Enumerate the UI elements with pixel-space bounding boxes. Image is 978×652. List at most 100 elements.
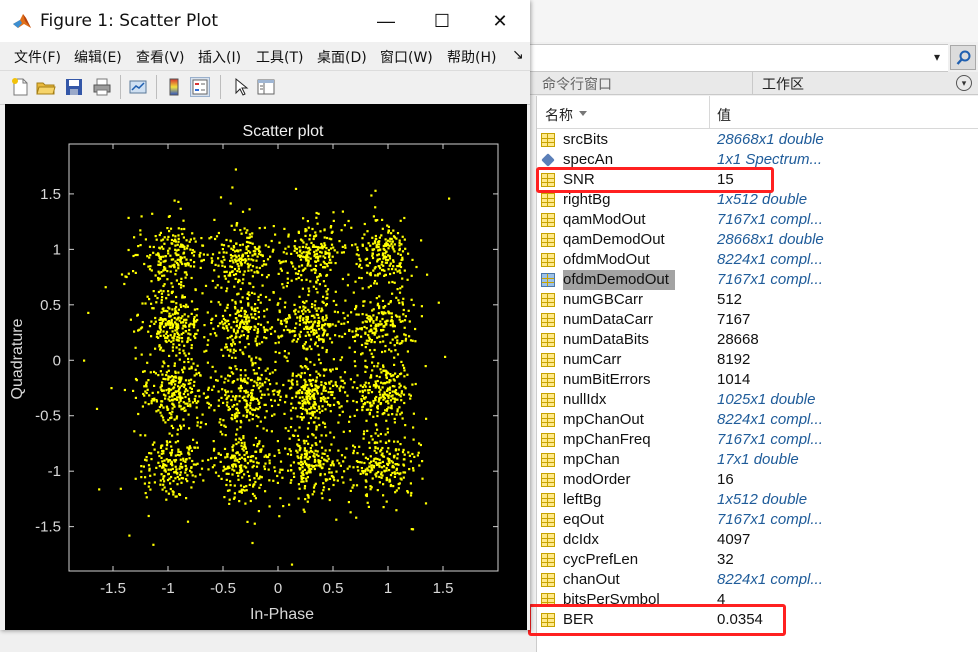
variable-value[interactable]: 0.0354 (717, 611, 763, 628)
variable-name[interactable]: numDataBits (563, 331, 649, 348)
variable-value[interactable]: 17x1 double (717, 451, 799, 468)
variable-name[interactable]: numBitErrors (563, 371, 651, 388)
workspace-row-srcBits[interactable]: srcBits 28668x1 double (537, 130, 978, 150)
command-window-tab[interactable]: 命令行窗口 (542, 77, 612, 93)
workspace-row-cycPrefLen[interactable]: cycPrefLen 32 (537, 550, 978, 570)
menu-desktop[interactable]: 桌面(D) (317, 50, 367, 66)
variable-value[interactable]: 4097 (717, 531, 751, 548)
variable-name[interactable]: chanOut (563, 571, 620, 588)
variable-name[interactable]: cycPrefLen (563, 551, 639, 568)
variable-name[interactable]: dcIdx (563, 531, 599, 548)
colorbar-icon[interactable] (164, 77, 184, 97)
variable-name[interactable]: nullIdx (563, 391, 607, 408)
workspace-row-qamModOut[interactable]: qamModOut 7167x1 compl... (537, 210, 978, 230)
menu-window[interactable]: 窗口(W) (380, 50, 433, 66)
workspace-row-eqOut[interactable]: eqOut 7167x1 compl... (537, 510, 978, 530)
variable-name[interactable]: BER (563, 611, 594, 628)
variable-value[interactable]: 1014 (717, 371, 751, 388)
workspace-row-ofdmDemodOut[interactable]: ofdmDemodOut 7167x1 compl... (537, 270, 978, 290)
variable-name[interactable]: rightBg (563, 191, 611, 208)
menu-help[interactable]: 帮助(H) (447, 50, 497, 66)
scatter-plot[interactable]: -1.5 -1 -0.5 0 0.5 1 1.5-1.5-1-0.500.511.5 Sca… (5, 104, 527, 630)
variable-value[interactable]: 7167 (717, 311, 751, 328)
figure-canvas[interactable]: -1.5 -1 -0.5 0 0.5 1 1.5 -1.5 -1 -0.5 0 0.5 1 1.5 Sca… (5, 104, 527, 630)
workspace-row-bitsPerSymbol[interactable]: bitsPerSymbol 4 (537, 590, 978, 610)
panel-divider[interactable] (752, 72, 753, 94)
variable-name[interactable]: leftBg (563, 491, 602, 508)
figure-titlebar[interactable]: Figure 1: Scatter Plot — ☐ ✕ (0, 0, 530, 42)
variable-name[interactable]: eqOut (563, 511, 604, 528)
menu-insert[interactable]: 插入(I) (198, 50, 242, 66)
workspace-row-chanOut[interactable]: chanOut 8224x1 compl... (537, 570, 978, 590)
print-icon[interactable] (92, 77, 112, 97)
workspace-row-specAn[interactable]: specAn 1x1 Spectrum... (537, 150, 978, 170)
variable-value[interactable]: 1x512 double (717, 491, 808, 508)
save-icon[interactable] (64, 77, 84, 97)
workspace-row-numBitErrors[interactable]: numBitErrors 1014 (537, 370, 978, 390)
workspace-row-leftBg[interactable]: leftBg 1x512 double (537, 490, 978, 510)
new-figure-icon[interactable] (10, 77, 30, 97)
menu-file[interactable]: 文件(F) (14, 50, 61, 66)
variable-value[interactable]: 4 (717, 591, 726, 608)
workspace-row-modOrder[interactable]: modOrder 16 (537, 470, 978, 490)
variable-value[interactable]: 28668x1 double (717, 231, 824, 248)
variable-name[interactable]: srcBits (563, 131, 608, 148)
variable-name[interactable]: mpChanFreq (563, 431, 651, 448)
sort-arrow-icon[interactable] (579, 111, 587, 116)
variable-value[interactable]: 8224x1 compl... (717, 571, 823, 588)
workspace-row-numDataCarr[interactable]: numDataCarr 7167 (537, 310, 978, 330)
variable-name[interactable]: qamDemodOut (563, 231, 665, 248)
variable-value[interactable]: 16 (717, 471, 734, 488)
variable-value[interactable]: 28668 (717, 331, 759, 348)
variable-name[interactable]: SNR (563, 171, 595, 188)
variable-value[interactable]: 15 (717, 171, 734, 188)
variable-name[interactable]: modOrder (563, 471, 631, 488)
column-name-header[interactable]: 名称 (545, 108, 573, 124)
variable-name[interactable]: numCarr (563, 351, 622, 368)
variable-value[interactable]: 8192 (717, 351, 751, 368)
variable-name[interactable]: qamModOut (563, 211, 646, 228)
menu-edit[interactable]: 编辑(E) (74, 50, 122, 66)
variable-value[interactable]: 8224x1 compl... (717, 251, 823, 268)
workspace-row-mpChan[interactable]: mpChan 17x1 double (537, 450, 978, 470)
variable-value[interactable]: 1025x1 double (717, 391, 816, 408)
search-button[interactable] (950, 45, 976, 70)
workspace-row-qamDemodOut[interactable]: qamDemodOut 28668x1 double (537, 230, 978, 250)
variable-name[interactable]: bitsPerSymbol (563, 591, 660, 608)
axes-box[interactable] (68, 143, 499, 572)
workspace-row-numGBCarr[interactable]: numGBCarr 512 (537, 290, 978, 310)
link-plot-icon[interactable] (128, 77, 148, 97)
workspace-row-dcIdx[interactable]: dcIdx 4097 (537, 530, 978, 550)
variable-name[interactable]: mpChan (563, 451, 620, 468)
variable-name[interactable]: numGBCarr (563, 291, 644, 308)
variable-value[interactable]: 8224x1 compl... (717, 411, 823, 428)
pointer-icon[interactable] (230, 77, 250, 97)
legend-icon[interactable] (190, 77, 210, 97)
workspace-row-BER[interactable]: BER 0.0354 (537, 610, 978, 630)
variable-name[interactable]: ofdmDemodOut (563, 270, 675, 290)
variable-value[interactable]: 7167x1 compl... (717, 511, 823, 528)
close-button[interactable]: ✕ (492, 11, 508, 31)
maximize-button[interactable]: ☐ (433, 11, 451, 31)
workspace-browser[interactable]: 名称 值 srcBits 28668x1 double specAn 1x1 Spec… (536, 96, 978, 652)
workspace-row-mpChanFreq[interactable]: mpChanFreq 7167x1 compl... (537, 430, 978, 450)
variable-value[interactable]: 7167x1 compl... (717, 211, 823, 228)
workspace-row-SNR[interactable]: SNR 15 (537, 170, 978, 190)
variable-value[interactable]: 32 (717, 551, 734, 568)
variable-value[interactable]: 512 (717, 291, 743, 308)
open-file-icon[interactable] (36, 77, 56, 97)
variable-value[interactable]: 1x1 Spectrum... (717, 151, 823, 168)
address-dropdown-icon[interactable]: ▾ (933, 50, 941, 64)
variable-value[interactable]: 7167x1 compl... (717, 431, 823, 448)
menu-view[interactable]: 查看(V) (136, 50, 185, 66)
workspace-row-nullIdx[interactable]: nullIdx 1025x1 double (537, 390, 978, 410)
figure-window[interactable]: Figure 1: Scatter Plot — ☐ ✕ 文件(F) 编辑(E)… (0, 0, 530, 630)
variable-value[interactable]: 7167x1 compl... (717, 271, 823, 288)
column-divider[interactable] (709, 96, 710, 128)
variable-name[interactable]: ofdmModOut (563, 251, 650, 268)
workspace-actions-icon[interactable]: ▾ (956, 75, 972, 91)
variable-value[interactable]: 1x512 double (717, 191, 808, 208)
menu-overflow-icon[interactable]: ↘ (512, 47, 524, 63)
variable-name[interactable]: specAn (563, 151, 614, 168)
workspace-row-numDataBits[interactable]: numDataBits 28668 (537, 330, 978, 350)
